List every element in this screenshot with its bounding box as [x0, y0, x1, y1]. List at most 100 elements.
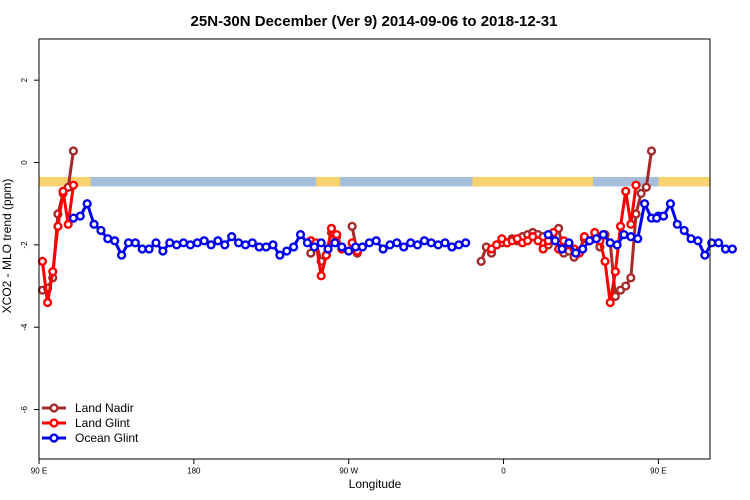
ocean-glint-point — [323, 244, 333, 254]
ocean-glint-point — [158, 246, 168, 256]
ocean-glint-point — [578, 244, 588, 254]
ocean-glint-point — [110, 236, 120, 246]
ocean-glint-point — [440, 238, 450, 248]
land-glint-point — [332, 229, 342, 240]
land-glint-point — [615, 221, 626, 231]
land-glint-point — [533, 236, 543, 246]
ocean-glint-point — [213, 236, 223, 246]
land-nadir-point — [626, 273, 636, 283]
land-nadir-point — [476, 256, 486, 266]
ocean-glint-point — [700, 250, 710, 260]
land-band — [658, 176, 710, 187]
ocean-glint-point — [227, 232, 237, 242]
land-glint-point — [492, 240, 502, 250]
ocean-glint-point — [461, 238, 471, 248]
ocean-glint-point — [268, 240, 278, 250]
land-band — [316, 176, 341, 187]
y-tick-label: 2 — [20, 77, 29, 82]
legend-label-land-nadir: Land Nadir — [75, 401, 134, 415]
land-glint-point — [610, 267, 620, 277]
ocean-glint-point — [330, 238, 340, 248]
ocean-glint-point — [309, 242, 319, 252]
y-tick-label: -4 — [20, 323, 29, 331]
ocean-glint-point — [89, 219, 99, 229]
land-ocean-strip — [39, 176, 710, 187]
ocean-glint-point — [337, 242, 347, 252]
ocean-band — [39, 176, 710, 187]
ocean-glint-point — [543, 229, 553, 240]
ocean-glint-point — [344, 246, 354, 256]
legend-label-ocean-glint: Ocean Glint — [75, 431, 139, 445]
ocean-glint-point — [612, 240, 622, 250]
y-axis: 2 0 -2 -4 -6 — [20, 77, 39, 413]
land-glint-point — [316, 271, 326, 281]
x-tick-label: 90 E — [31, 467, 47, 476]
ocean-glint-point — [289, 242, 299, 252]
x-axis-label: Longitude — [349, 477, 402, 491]
ocean-glint-point — [206, 240, 216, 250]
land-nadir-line — [479, 150, 653, 298]
ocean-glint-point — [275, 250, 285, 260]
land-nadir-point — [621, 281, 631, 291]
ocean-glint-point — [633, 234, 643, 244]
ocean-glint-point — [564, 238, 574, 248]
ocean-glint-point — [295, 229, 306, 240]
legend-marker-ocean-glint — [49, 433, 59, 443]
ocean-glint-point — [672, 219, 682, 229]
ocean-glint-point — [282, 246, 292, 256]
ocean-glint-point — [665, 199, 676, 209]
ocean-glint-point — [658, 211, 669, 221]
ocean-glint-point — [591, 234, 602, 244]
ocean-glint-point — [727, 244, 737, 254]
ocean-glint-point — [571, 248, 581, 258]
ocean-glint-point — [96, 225, 106, 236]
ocean-glint-point — [550, 236, 560, 246]
ocean-glint-point — [151, 238, 161, 248]
x-tick-label: 90 E — [650, 467, 666, 476]
land-glint-point — [48, 267, 58, 277]
x-tick-label: 180 — [187, 467, 201, 476]
ocean-glint-line — [656, 202, 733, 257]
land-glint-point — [326, 223, 337, 234]
x-tick-label: 0 — [501, 467, 506, 476]
ocean-glint-point — [679, 225, 689, 236]
plot-frame — [38, 38, 711, 460]
ocean-glint-point — [412, 240, 423, 250]
ocean-glint-point — [378, 244, 388, 254]
ocean-glint-point — [557, 244, 567, 254]
ocean-glint-point — [75, 211, 85, 221]
ocean-glint-point — [693, 236, 703, 246]
x-tick-label: 90 W — [339, 467, 358, 476]
ocean-glint-point — [640, 199, 650, 209]
legend-label-land-glint: Land Glint — [75, 416, 130, 430]
land-glint-point — [63, 219, 73, 229]
y-tick-label: 0 — [20, 160, 29, 165]
ocean-glint-point — [316, 238, 326, 248]
series-land-nadir — [37, 146, 657, 301]
ocean-glint-point — [714, 238, 724, 248]
ocean-glint-point — [302, 238, 313, 248]
land-glint-point — [43, 297, 53, 308]
ocean-glint-point — [82, 199, 92, 209]
ocean-glint-point — [144, 244, 154, 254]
ocean-glint-point — [220, 240, 230, 250]
ocean-glint-point — [392, 238, 402, 248]
land-nadir-point — [68, 146, 79, 156]
land-glint-point — [605, 297, 615, 308]
ocean-glint-point — [399, 242, 409, 252]
land-glint-point — [621, 186, 631, 196]
ocean-glint-point — [130, 238, 140, 248]
land-glint-point — [58, 186, 68, 196]
ocean-glint-point — [598, 229, 608, 240]
land-band — [472, 176, 594, 187]
land-glint-point — [538, 244, 548, 254]
series-ocean-glint — [68, 199, 737, 260]
land-glint-point — [626, 219, 636, 229]
y-tick-label: -2 — [20, 241, 29, 249]
land-nadir-point — [636, 188, 646, 199]
land-glint-point — [53, 221, 63, 231]
ocean-glint-point — [199, 236, 209, 246]
